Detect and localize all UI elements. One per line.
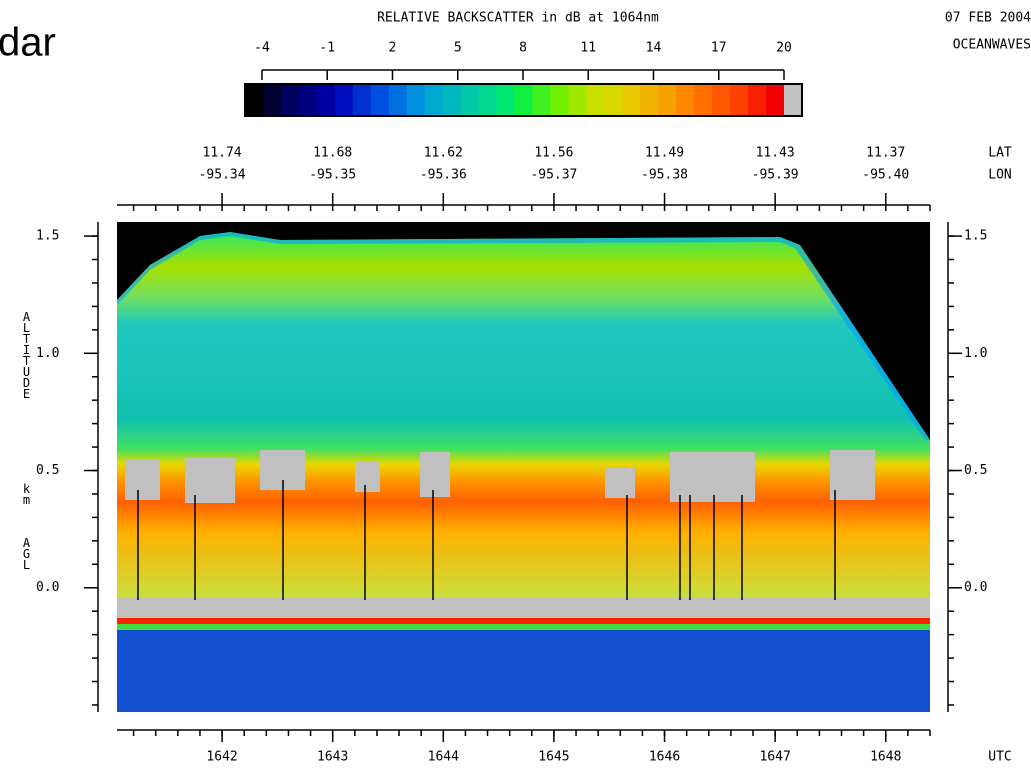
x-tick-label: 1643 xyxy=(317,750,348,765)
y-tick-label: 0.5 xyxy=(964,463,987,478)
colorbar-cell xyxy=(658,84,677,116)
colorbar-cell xyxy=(406,84,426,116)
colorbar-cell xyxy=(748,84,767,116)
atmosphere xyxy=(117,232,930,598)
colorbar-cell xyxy=(712,84,731,116)
y-tick-label: 0.0 xyxy=(964,580,987,595)
lon-label: -95.34 xyxy=(199,168,246,183)
colorbar-cell xyxy=(568,84,587,116)
lon-label: -95.38 xyxy=(641,168,688,183)
colorbar-cell xyxy=(622,84,641,116)
colorbar-cell xyxy=(640,84,659,116)
lon-label: LON xyxy=(988,168,1011,183)
cloud-shadows xyxy=(137,480,836,600)
surface-return xyxy=(117,598,930,618)
colorbar-tick-label: 17 xyxy=(711,41,727,56)
colorbar-cell xyxy=(442,84,462,116)
colorbar-tick-label: 14 xyxy=(646,41,662,56)
y-tick-label: 1.0 xyxy=(36,346,59,361)
colorbar-cell xyxy=(370,84,390,116)
x-tick-label: 1646 xyxy=(649,750,680,765)
colorbar-cell xyxy=(280,84,300,116)
lat-label: 11.68 xyxy=(313,146,352,161)
lat-label: 11.43 xyxy=(756,146,795,161)
colorbar-cell xyxy=(478,84,498,116)
colorbar-cell xyxy=(604,84,623,116)
colorbar-cell xyxy=(316,84,336,116)
colorbar-tick-label: 20 xyxy=(776,41,792,56)
colorbar-cell xyxy=(262,84,282,116)
x-tick-label: 1648 xyxy=(870,750,901,765)
lat-label: 11.37 xyxy=(866,146,905,161)
surface-edge xyxy=(117,618,930,624)
colorbar-cell xyxy=(766,84,785,116)
colorbar-cell xyxy=(514,84,533,116)
colorbar-title: RELATIVE BACKSCATTER in dB at 1064nm xyxy=(377,11,659,26)
colorbar-cell xyxy=(694,84,713,116)
lat-label: 11.74 xyxy=(203,146,242,161)
colorbar-tick-label: 11 xyxy=(580,41,596,56)
colorbar-cell xyxy=(388,84,408,116)
colorbar-cell xyxy=(550,84,569,116)
colorbar-cell xyxy=(334,84,354,116)
clouds xyxy=(125,450,875,503)
x-axis-label: UTC xyxy=(988,750,1011,765)
lon-label: -95.40 xyxy=(862,168,909,183)
colorbar-cell xyxy=(730,84,749,116)
colorbar-cell xyxy=(424,84,444,116)
lon-label: -95.36 xyxy=(420,168,467,183)
colorbar-cell xyxy=(496,84,515,116)
x-tick-label: 1644 xyxy=(428,750,459,765)
colorbar-tick-label: -1 xyxy=(319,41,335,56)
y-tick-label: 0.5 xyxy=(36,463,59,478)
lon-label: -95.39 xyxy=(752,168,799,183)
colorbar-cell xyxy=(460,84,480,116)
x-tick-label: 1645 xyxy=(538,750,569,765)
y-tick-label: 1.5 xyxy=(36,229,59,244)
colorbar-tick-label: 8 xyxy=(519,41,527,56)
y-axis-label: km xyxy=(20,482,34,504)
colorbar-cell xyxy=(676,84,695,116)
date: 07 FEB 2004 xyxy=(945,11,1031,26)
curtain xyxy=(117,222,930,712)
surface-edge xyxy=(117,624,930,630)
lat-label: 11.49 xyxy=(645,146,684,161)
project: OCEANWAVES xyxy=(953,38,1031,53)
lon-label: -95.35 xyxy=(309,168,356,183)
lon-label: -95.37 xyxy=(530,168,577,183)
x-tick-label: 1647 xyxy=(759,750,790,765)
y-axis-label: AGL xyxy=(20,536,34,569)
y-tick-label: 1.0 xyxy=(964,346,987,361)
colorbar-tick-label: -4 xyxy=(254,41,270,56)
colorbar-tick-label: 2 xyxy=(389,41,397,56)
colorbar-cell xyxy=(352,84,372,116)
colorbar-cell xyxy=(532,84,551,116)
colorbar-cell xyxy=(298,84,318,116)
lat-label: 11.56 xyxy=(534,146,573,161)
colorbar-cell xyxy=(245,84,264,116)
colorbar-cell xyxy=(586,84,605,116)
x-tick-label: 1642 xyxy=(206,750,237,765)
y-tick-label: 1.5 xyxy=(964,229,987,244)
page-title: dar xyxy=(0,21,56,65)
lat-label: 11.62 xyxy=(424,146,463,161)
colorbar-frame xyxy=(244,83,803,117)
y-tick-label: 0.0 xyxy=(36,580,59,595)
lat-label: LAT xyxy=(988,146,1012,161)
colorbar-tick-label: 5 xyxy=(454,41,462,56)
colorbar-over xyxy=(784,84,802,116)
subsurface xyxy=(117,630,930,712)
y-axis-label: ALTITUDE xyxy=(20,310,34,398)
